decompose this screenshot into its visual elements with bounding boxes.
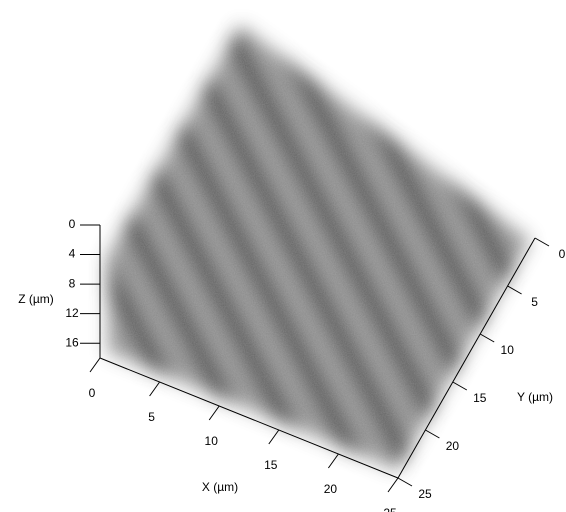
x-tick <box>149 381 161 397</box>
y-tick-label: 25 <box>418 487 432 501</box>
z-tick-label: 8 <box>69 276 76 290</box>
x-tick <box>208 405 220 421</box>
x-tick <box>327 453 339 469</box>
y-tick-label: 20 <box>446 439 460 453</box>
x-axis <box>99 357 399 479</box>
x-tick-label: 0 <box>89 386 96 400</box>
y-tick-label: 5 <box>531 295 538 309</box>
y-tick <box>507 285 522 295</box>
y-tick-label: 15 <box>473 391 487 405</box>
y-tick <box>479 333 495 343</box>
y-tick-label: 0 <box>559 247 566 261</box>
y-axis <box>397 237 536 479</box>
z-tick-label: 12 <box>65 306 79 320</box>
y-tick <box>397 477 413 487</box>
z-axis-label: Z (µm) <box>18 292 54 306</box>
z-tick-label: 4 <box>69 247 76 261</box>
x-tick-label: 5 <box>148 410 155 424</box>
y-tick-label: 10 <box>501 343 515 357</box>
x-tick <box>268 429 280 445</box>
volume-render <box>100 10 540 478</box>
x-tick-label: 25 <box>383 506 397 512</box>
y-axis-label: Y (µm) <box>517 390 553 404</box>
x-axis-label: X (µm) <box>202 480 238 494</box>
x-tick <box>387 477 399 493</box>
x-tick-label: 20 <box>324 482 338 496</box>
y-tick <box>534 237 550 247</box>
y-tick <box>425 429 440 439</box>
z-tick-label: 16 <box>65 335 79 349</box>
x-tick-label: 10 <box>205 434 219 448</box>
y-tick <box>452 381 468 391</box>
x-tick <box>89 357 101 373</box>
x-tick-label: 15 <box>264 458 278 472</box>
z-tick-label: 0 <box>69 217 76 231</box>
